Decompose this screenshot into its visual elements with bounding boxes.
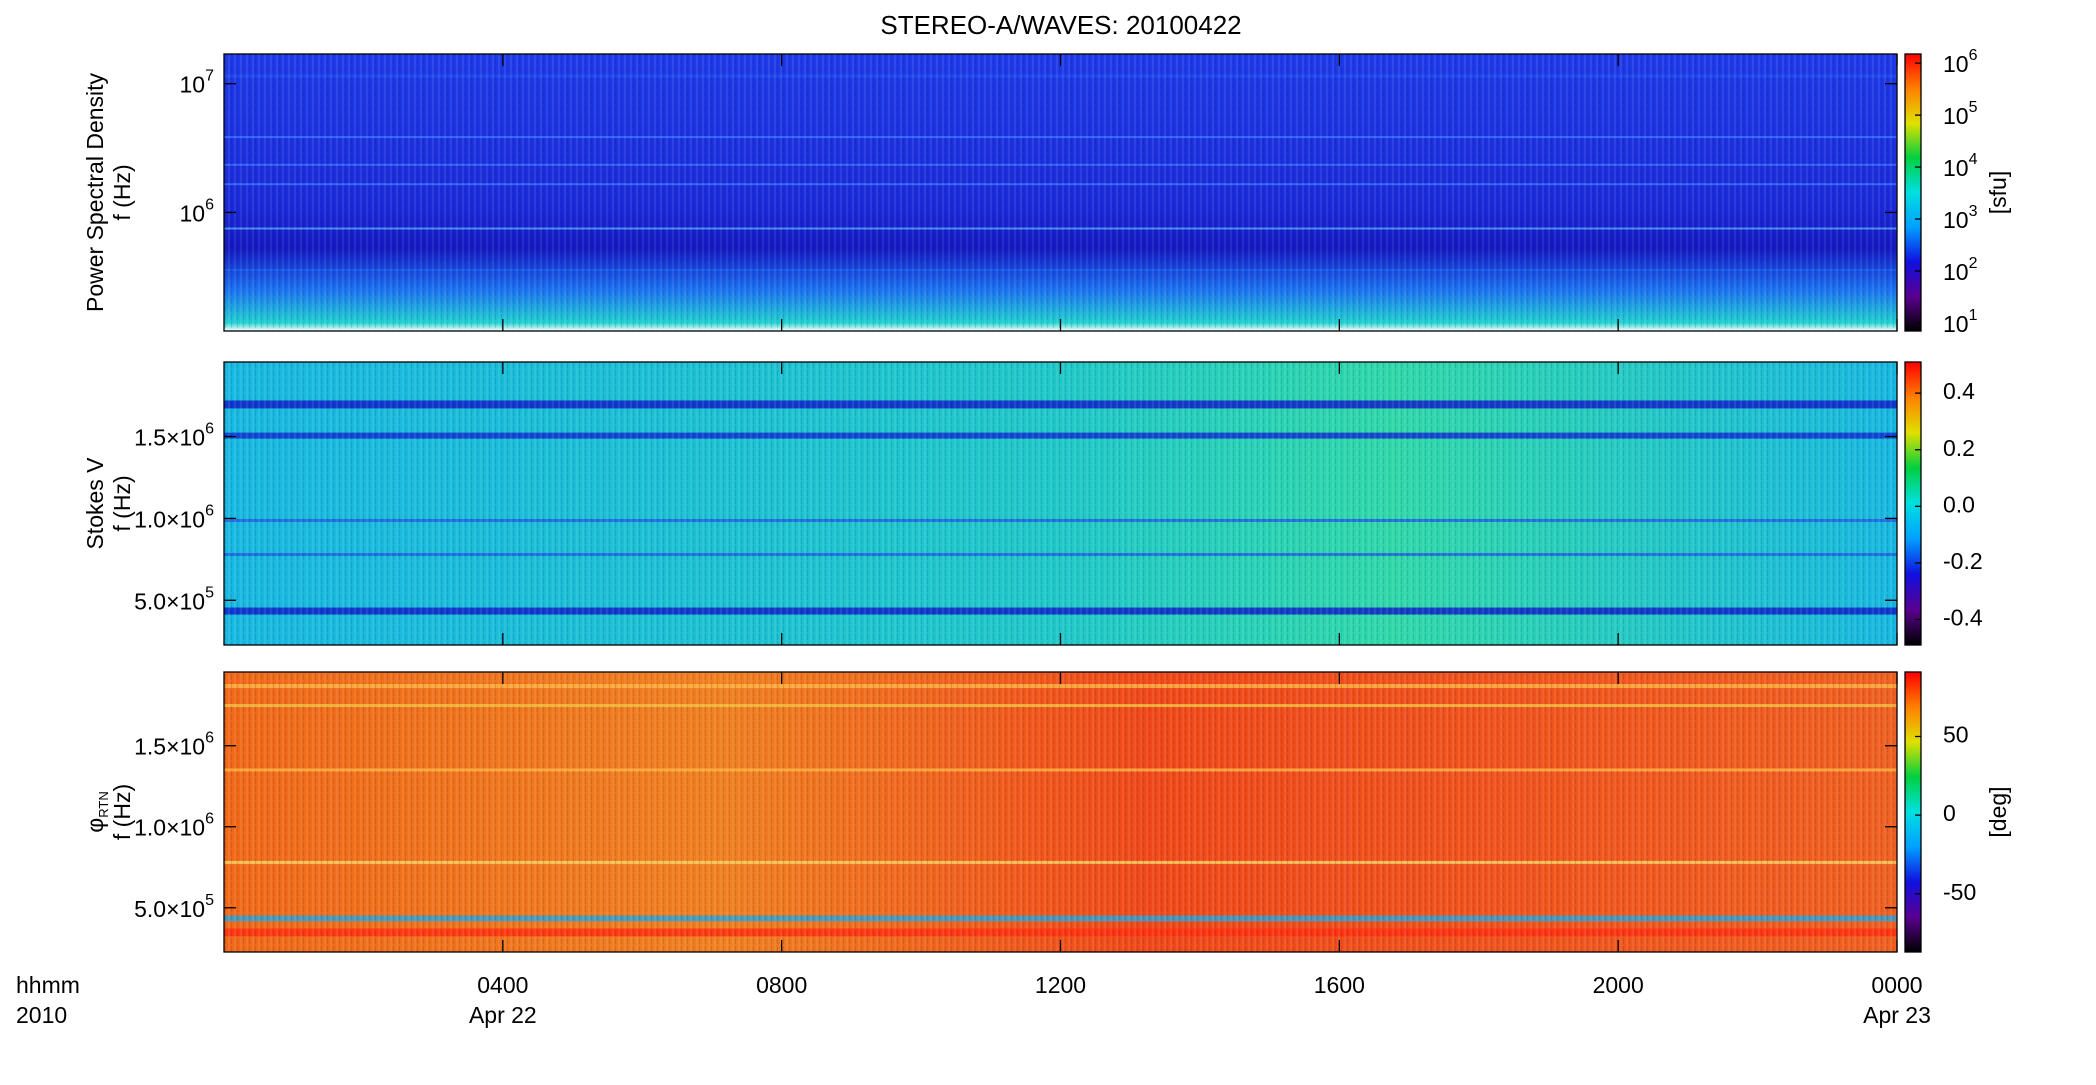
y-tick-label-exponent: 6	[205, 197, 214, 214]
x-unit-label: 2010	[16, 1002, 67, 1028]
y-tick-label-exponent: 6	[205, 421, 214, 438]
x-tick-sublabel: Apr 23	[1863, 1002, 1931, 1028]
x-tick-label: 1200	[1035, 972, 1086, 998]
colorbar-tick-label-exponent: 6	[1969, 47, 1978, 64]
y-tick-label-text: 5.0×10	[134, 896, 205, 922]
colorbar-tick-label-text: 10	[1943, 259, 1969, 285]
y-tick-label-text: 1.5×10	[134, 734, 205, 760]
heatmap-texture	[224, 672, 1897, 952]
y-tick-label: 107	[180, 68, 215, 98]
y-tick-label-exponent: 6	[205, 730, 214, 747]
colorbar-tick-label-text: 10	[1943, 155, 1969, 181]
y-tick-label-text: 10	[180, 201, 206, 227]
y-tick-label-exponent: 5	[205, 585, 214, 602]
colorbar-tick-label-text: 10	[1943, 207, 1969, 233]
colorbar-tick-label-exponent: 3	[1969, 203, 1978, 220]
colorbar-tick-label: 102	[1943, 255, 1978, 285]
colorbar-tick-label-exponent: 5	[1969, 99, 1978, 116]
heatmap-texture	[224, 362, 1897, 645]
y-tick-label-exponent: 5	[205, 892, 214, 909]
y-tick-label: 5.0×105	[134, 585, 214, 615]
colorbar-tick-label: -0.4	[1943, 605, 1983, 631]
x-tick-label: 0000	[1871, 972, 1922, 998]
colorbar-tick-label: 104	[1943, 151, 1978, 181]
colorbar-tick-label: 0	[1943, 800, 1956, 826]
y-axis-label-subscript: RTN	[96, 791, 111, 817]
colorbar-tick-label: 0.0	[1943, 491, 1975, 517]
colorbar-tick-label: 0.4	[1943, 378, 1975, 404]
colorbar-tick-label-text: 10	[1943, 103, 1969, 129]
x-tick-label: 2000	[1593, 972, 1644, 998]
y-tick-label-exponent: 6	[205, 811, 214, 828]
colorbar-tick-label: 105	[1943, 99, 1978, 129]
colorbar-tick-label: -0.2	[1943, 548, 1983, 574]
colorbar-tick-label: 103	[1943, 203, 1978, 233]
y-axis-label: f (Hz)	[109, 475, 135, 531]
colorbar-tick-label-exponent: 2	[1969, 255, 1978, 272]
y-axis-label: f (Hz)	[109, 164, 135, 220]
y-tick-label-text: 10	[180, 72, 206, 98]
heatmap-texture	[224, 54, 1897, 331]
colorbar-tick-label-exponent: 1	[1969, 307, 1978, 324]
y-tick-label: 1.0×106	[134, 503, 214, 533]
y-tick-label-exponent: 6	[205, 503, 214, 520]
colorbar-tick-label: -50	[1943, 879, 1976, 905]
y-axis-label: Power Spectral Density	[82, 72, 108, 312]
y-tick-label-text: 1.5×10	[134, 425, 205, 451]
colorbar	[1904, 53, 1922, 332]
y-axis-label: f (Hz)	[109, 784, 135, 840]
y-axis-label-text: φ	[82, 818, 108, 833]
colorbar	[1904, 361, 1922, 646]
colorbar-tick-label-text: 0.0	[1943, 491, 1975, 517]
colorbar-tick-label-text: 10	[1943, 51, 1969, 77]
y-tick-label: 1.0×106	[134, 811, 214, 841]
y-axis-label: Stokes V	[82, 457, 108, 550]
y-tick-label-exponent: 7	[205, 68, 214, 85]
colorbar-tick-label-text: 10	[1943, 311, 1969, 337]
y-tick-label: 1.5×106	[134, 730, 214, 760]
colorbar	[1904, 671, 1922, 953]
y-tick-label-text: 5.0×10	[134, 588, 205, 614]
y-tick-label: 106	[180, 197, 215, 227]
chart-title: STEREO-A/WAVES: 20100422	[880, 10, 1241, 40]
colorbar-tick-label: 50	[1943, 722, 1969, 748]
colorbar-tick-label: 0.2	[1943, 435, 1975, 461]
y-tick-label: 1.5×106	[134, 421, 214, 451]
x-unit-label: hhmm	[16, 972, 80, 998]
y-tick-label-text: 1.0×10	[134, 815, 205, 841]
x-tick-label: 1600	[1314, 972, 1365, 998]
x-tick-label: 0400	[477, 972, 528, 998]
colorbar-tick-label-exponent: 4	[1969, 151, 1978, 168]
colorbar-label: [deg]	[1985, 786, 2011, 837]
y-tick-label-text: 1.0×10	[134, 506, 205, 532]
x-tick-sublabel: Apr 22	[469, 1002, 537, 1028]
y-axis-label: φRTN	[82, 791, 111, 832]
x-tick-label: 0800	[756, 972, 807, 998]
colorbar-tick-label: 101	[1943, 307, 1978, 337]
colorbar-label: [sfu]	[1985, 171, 2011, 214]
colorbar-tick-label: 106	[1943, 47, 1978, 77]
y-tick-label: 5.0×105	[134, 892, 214, 922]
